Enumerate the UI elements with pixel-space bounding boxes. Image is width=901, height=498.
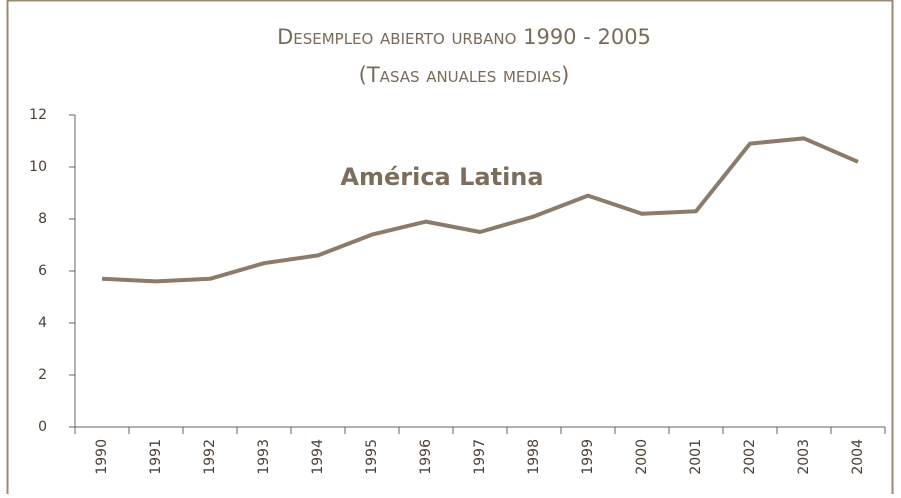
x-tick-label: 1991 (148, 439, 164, 475)
x-tick-label: 2003 (796, 439, 812, 475)
y-tick-label: 6 (38, 263, 47, 279)
y-tick-label: 8 (38, 211, 47, 227)
x-tick-label: 1990 (94, 439, 110, 475)
y-tick-label: 10 (29, 159, 47, 175)
x-tick-label: 2000 (634, 439, 650, 475)
x-tick-label: 2002 (742, 439, 758, 475)
x-tick-label: 2001 (688, 439, 704, 475)
x-tick-label: 1998 (526, 439, 542, 475)
annotation: América Latina (340, 163, 543, 191)
x-tick-label: 1995 (364, 439, 380, 475)
y-tick-label: 4 (38, 315, 47, 331)
chart-subtitle: (Tasas anuales medias) (359, 63, 570, 87)
y-tick-label: 12 (29, 107, 47, 123)
x-tick-label: 1994 (310, 439, 326, 475)
chart-title: Desempleo abierto urbano 1990 - 2005 (277, 25, 651, 49)
x-tick-label: 1996 (418, 439, 434, 475)
x-tick-label: 1997 (472, 439, 488, 475)
x-tick-label: 1993 (256, 439, 272, 475)
x-tick-label: 1999 (580, 439, 596, 475)
x-tick-label: 1992 (202, 439, 218, 475)
y-tick-label: 2 (38, 367, 47, 383)
data-line (101, 136, 859, 284)
y-tick-label: 0 (38, 419, 47, 435)
frame (6, 0, 894, 498)
x-tick-label: 2004 (850, 439, 866, 475)
